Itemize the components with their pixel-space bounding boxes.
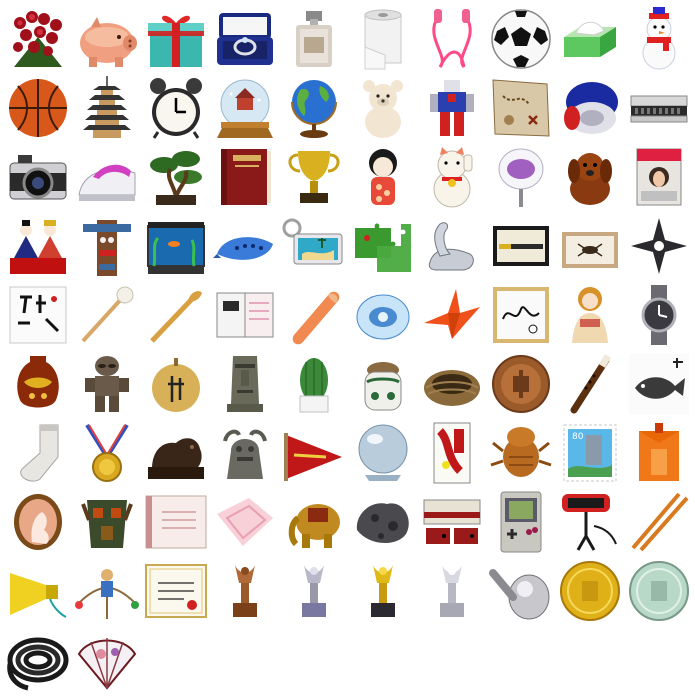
omamori-charm-icon	[624, 418, 693, 487]
jump-rope-icon	[417, 4, 486, 73]
puzzle-pieces-icon	[348, 211, 417, 280]
fish-print-icon	[624, 349, 693, 418]
handkerchief-icon	[210, 487, 279, 556]
crystal-ball-icon	[348, 418, 417, 487]
tribal-mask-icon	[72, 487, 141, 556]
silver-trophy-icon	[279, 556, 348, 625]
magazine-icon	[624, 142, 693, 211]
ocarina-icon	[210, 211, 279, 280]
shisa-statue-icon	[210, 418, 279, 487]
wristwatch-icon	[624, 280, 693, 349]
medal-coin-icon	[486, 349, 555, 418]
gold-medal-icon	[72, 418, 141, 487]
elephant-statue-icon	[279, 487, 348, 556]
letter-set-icon	[210, 280, 279, 349]
hanko-stamp-icon	[279, 280, 348, 349]
chopsticks-icon	[624, 487, 693, 556]
stationery-note-icon	[141, 487, 210, 556]
megaphone-icon	[3, 556, 72, 625]
pickle-jar-icon	[348, 349, 417, 418]
glass-swan-icon	[417, 211, 486, 280]
pennant-flag-icon	[279, 418, 348, 487]
kokeshi-doll-icon	[348, 142, 417, 211]
soccer-ball-icon	[486, 4, 555, 73]
snow-globe-icon	[210, 73, 279, 142]
autograph-card-icon	[486, 280, 555, 349]
lucky-cat-icon	[417, 142, 486, 211]
roses-bouquet-icon	[3, 4, 72, 73]
ring-box-icon	[210, 4, 279, 73]
clothes-iron-icon	[72, 142, 141, 211]
bronze-trophy-icon	[210, 556, 279, 625]
toilet-seat-icon	[555, 73, 624, 142]
pen-case-icon	[486, 211, 555, 280]
virtual-boy-icon	[555, 487, 624, 556]
hina-dolls-icon	[3, 211, 72, 280]
firework-shell-icon	[141, 349, 210, 418]
cactus-icon	[279, 349, 348, 418]
puppy-icon	[555, 142, 624, 211]
dictionary-book-icon	[210, 142, 279, 211]
robot-toy-icon	[417, 73, 486, 142]
keychain-icon	[279, 211, 348, 280]
famicom-console-icon	[417, 487, 486, 556]
treasure-map-icon	[486, 73, 555, 142]
tissue-box-icon	[555, 4, 624, 73]
toilet-paper-icon	[348, 4, 417, 73]
camera-icon	[3, 142, 72, 211]
shuriken-icon	[624, 211, 693, 280]
gift-box-icon	[141, 4, 210, 73]
perfume-bottle-icon	[279, 4, 348, 73]
item-sprite-grid: 80	[3, 4, 693, 694]
paper-crane-icon	[417, 280, 486, 349]
meteorite-icon	[348, 487, 417, 556]
certificate-icon	[141, 556, 210, 625]
specimen-box-icon	[555, 211, 624, 280]
gold-trophy-icon	[348, 556, 417, 625]
recorder-flute-icon	[555, 349, 624, 418]
coiled-rope-icon	[3, 625, 72, 694]
svg-text:80: 80	[572, 432, 584, 442]
dogu-figure-icon	[72, 349, 141, 418]
alarm-clock-icon	[141, 73, 210, 142]
bird-nest-icon	[417, 349, 486, 418]
yajirobe-toy-icon	[72, 556, 141, 625]
ear-pick-icon	[72, 280, 141, 349]
bonsai-icon	[141, 142, 210, 211]
teddy-bear-icon	[348, 73, 417, 142]
silver-coin-icon	[624, 556, 693, 625]
pagoda-icon	[72, 73, 141, 142]
paper-fan-icon	[486, 142, 555, 211]
harmonica-icon	[624, 73, 693, 142]
sock-icon	[3, 418, 72, 487]
bear-carving-icon	[141, 418, 210, 487]
piggy-bank-icon	[72, 4, 141, 73]
aquarium-icon	[141, 211, 210, 280]
hanafuda-card-icon	[417, 418, 486, 487]
cameo-brooch-icon	[3, 487, 72, 556]
postage-stamp-icon: 80	[555, 418, 624, 487]
western-doll-icon	[555, 280, 624, 349]
folding-fan-icon	[72, 625, 141, 694]
shoehorn-icon	[141, 280, 210, 349]
metal-knob-icon	[486, 556, 555, 625]
basketball-icon	[3, 73, 72, 142]
gold-coin-icon	[555, 556, 624, 625]
game-boy-icon	[486, 487, 555, 556]
lacquer-vase-icon	[3, 349, 72, 418]
cicada-shell-icon	[486, 418, 555, 487]
globe-icon	[279, 73, 348, 142]
moai-icon	[210, 349, 279, 418]
trophy-cup-icon	[279, 142, 348, 211]
snowman-icon	[624, 4, 693, 73]
pacifier-icon	[348, 280, 417, 349]
calligraphy-paper-icon	[3, 280, 72, 349]
platinum-trophy-icon	[417, 556, 486, 625]
totem-pole-icon	[72, 211, 141, 280]
